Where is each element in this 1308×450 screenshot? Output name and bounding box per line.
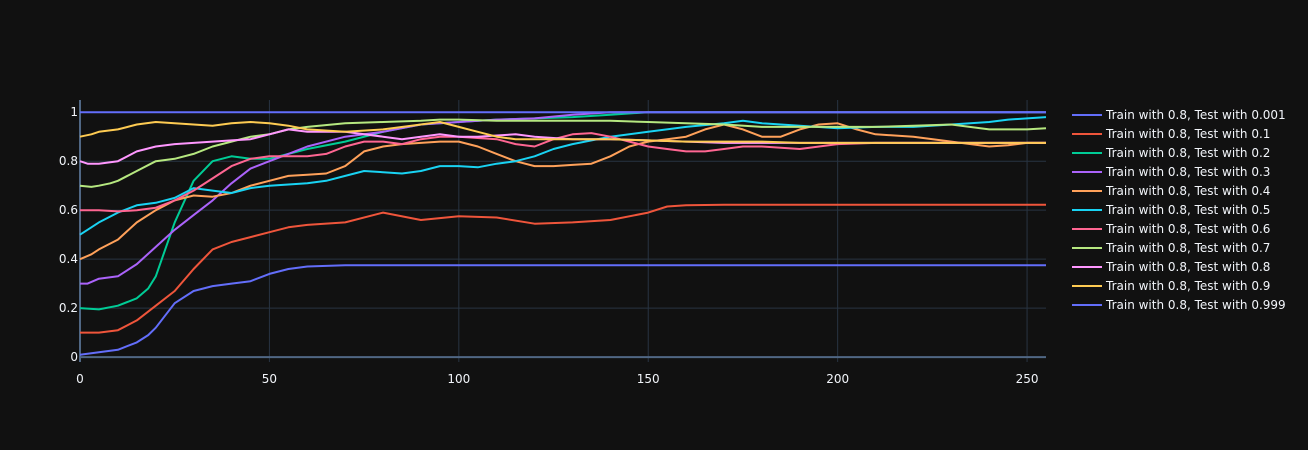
x-tick-label: 50 [262, 372, 277, 386]
axes [79, 100, 1046, 362]
series-line-0 [79, 264, 1046, 356]
legend-item[interactable]: Train with 0.8, Test with 0.1 [1072, 127, 1270, 141]
legend-item[interactable]: Train with 0.8, Test with 0.7 [1072, 241, 1270, 255]
legend-item[interactable]: Train with 0.8, Test with 0.9 [1072, 279, 1270, 293]
y-tick-label: 0.8 [59, 154, 78, 168]
legend-item[interactable]: Train with 0.8, Test with 0.4 [1072, 184, 1270, 198]
series-line-1 [80, 203, 1046, 334]
legend-label: Train with 0.8, Test with 0.999 [1105, 298, 1286, 312]
legend-label: Train with 0.8, Test with 0.2 [1105, 146, 1270, 160]
legend-label: Train with 0.8, Test with 0.6 [1105, 222, 1270, 236]
legend-item[interactable]: Train with 0.8, Test with 0.2 [1072, 146, 1270, 160]
x-tick-label: 200 [826, 372, 849, 386]
legend-item[interactable]: Train with 0.8, Test with 0.3 [1072, 165, 1270, 179]
plot-area [79, 111, 1047, 356]
legend-label: Train with 0.8, Test with 0.8 [1105, 260, 1270, 274]
series-line-7 [79, 118, 1047, 188]
legend-label: Train with 0.8, Test with 0.5 [1105, 203, 1270, 217]
y-tick-label: 1 [70, 105, 78, 119]
series-line-4 [79, 122, 1046, 261]
legend-item[interactable]: Train with 0.8, Test with 0.999 [1072, 298, 1286, 312]
legend-label: Train with 0.8, Test with 0.9 [1105, 279, 1270, 293]
legend-label: Train with 0.8, Test with 0.4 [1105, 184, 1270, 198]
legend-item[interactable]: Train with 0.8, Test with 0.6 [1072, 222, 1270, 236]
legend[interactable]: Train with 0.8, Test with 0.001 Train wit… [1072, 108, 1286, 312]
legend-item[interactable]: Train with 0.8, Test with 0.5 [1072, 203, 1270, 217]
legend-label: Train with 0.8, Test with 0.7 [1105, 241, 1270, 255]
legend-item[interactable]: Train with 0.8, Test with 0.001 [1072, 108, 1286, 122]
y-tick-label: 0.6 [59, 203, 78, 217]
x-tick-label: 100 [447, 372, 470, 386]
tick-labels: 0 50 100 150 200 250 0 0.2 0.4 0.6 0.8 1 [59, 105, 1039, 386]
x-tick-label: 250 [1016, 372, 1039, 386]
x-tick-label: 0 [76, 372, 84, 386]
legend-label: Train with 0.8, Test with 0.3 [1105, 165, 1270, 179]
legend-item[interactable]: Train with 0.8, Test with 0.8 [1072, 260, 1270, 274]
series-line-9 [79, 121, 1046, 144]
x-tick-label: 150 [637, 372, 660, 386]
series-line-6 [80, 132, 1046, 213]
y-tick-label: 0 [70, 350, 78, 364]
legend-label: Train with 0.8, Test with 0.1 [1105, 127, 1270, 141]
legend-label: Train with 0.8, Test with 0.001 [1105, 108, 1286, 122]
series-line-5 [79, 116, 1047, 236]
y-tick-label: 0.2 [59, 301, 78, 315]
y-tick-label: 0.4 [59, 252, 78, 266]
